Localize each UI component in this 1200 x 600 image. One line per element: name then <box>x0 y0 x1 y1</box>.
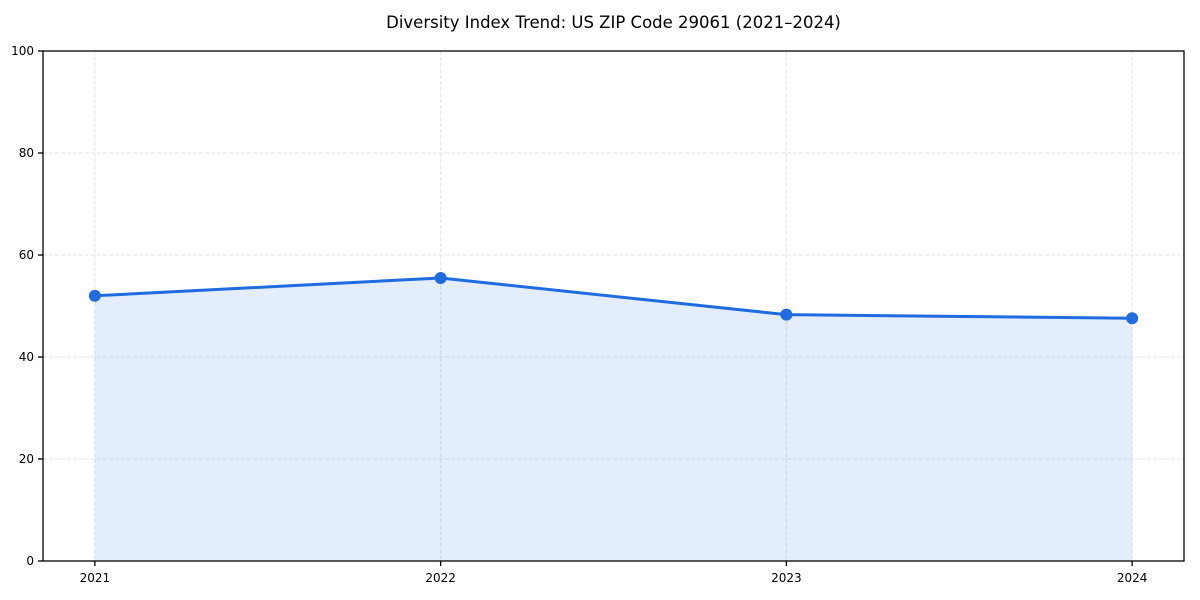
data-point-2021 <box>88 289 101 302</box>
x-tick-label: 2022 <box>425 571 456 585</box>
data-point-2024 <box>1126 312 1139 325</box>
plot-border <box>42 50 1185 562</box>
chart-title: Diversity Index Trend: US ZIP Code 29061… <box>386 13 841 32</box>
y-axis: 0 20 40 60 80 100 <box>11 44 43 568</box>
y-tick-label: 20 <box>19 452 34 466</box>
y-tick-label: 100 <box>11 44 34 58</box>
y-tick-label: 60 <box>19 248 34 262</box>
y-tick-label: 80 <box>19 146 34 160</box>
x-tick-label: 2024 <box>1117 571 1148 585</box>
x-tick-label: 2023 <box>771 571 802 585</box>
x-tick-label: 2021 <box>80 571 111 585</box>
data-point-2022 <box>434 271 447 284</box>
data-line <box>93 276 1134 320</box>
y-tick-label: 0 <box>26 554 34 568</box>
y-tick-label: 40 <box>19 350 34 364</box>
data-points <box>88 271 1139 325</box>
data-area <box>94 277 1133 561</box>
data-point-2023 <box>780 308 793 321</box>
x-axis: 2021 2022 2023 2024 <box>80 561 1148 585</box>
